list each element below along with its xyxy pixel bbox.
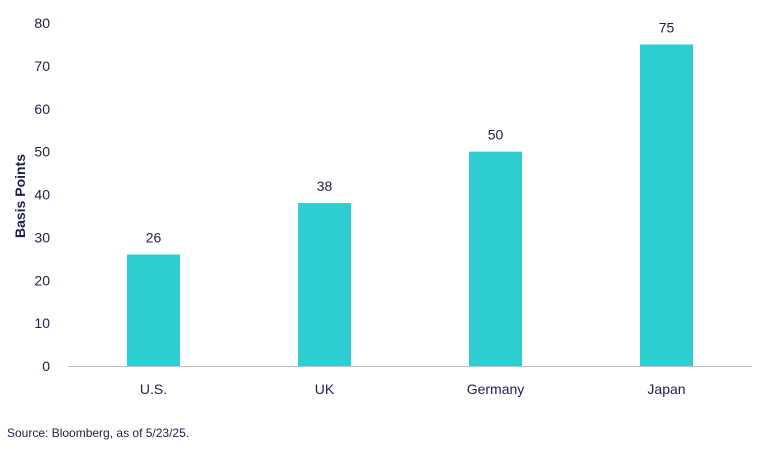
- y-tick-label: 10: [34, 315, 50, 331]
- bar-data-labels: 26 38 50 75: [146, 19, 675, 245]
- y-axis-title: Basis Points: [12, 154, 28, 238]
- bar-data-label: 38: [317, 178, 333, 194]
- source-note: Source: Bloomberg, as of 5/23/25.: [7, 426, 190, 440]
- bar-data-label: 75: [659, 19, 675, 35]
- x-axis-category-labels: U.S. UK Germany Japan: [140, 381, 686, 397]
- bar: [640, 44, 693, 366]
- bar-data-label: 50: [488, 127, 504, 143]
- y-tick-label: 70: [34, 58, 50, 74]
- bar: [127, 254, 180, 366]
- x-category-label: U.S.: [140, 381, 167, 397]
- y-tick-label: 80: [34, 15, 50, 31]
- bar-data-label: 26: [146, 230, 162, 246]
- bars: [127, 44, 693, 366]
- bar: [298, 203, 351, 366]
- y-tick-label: 30: [34, 229, 50, 245]
- x-category-label: Germany: [467, 381, 525, 397]
- bar: [469, 151, 522, 366]
- y-tick-label: 60: [34, 101, 50, 117]
- y-tick-label: 40: [34, 187, 50, 203]
- x-category-label: Japan: [647, 381, 685, 397]
- y-tick-label: 50: [34, 144, 50, 160]
- x-category-label: UK: [315, 381, 335, 397]
- y-tick-label: 0: [42, 358, 50, 374]
- y-tick-label: 20: [34, 272, 50, 288]
- y-axis-ticks: 0 10 20 30 40 50 60 70 80: [34, 15, 50, 374]
